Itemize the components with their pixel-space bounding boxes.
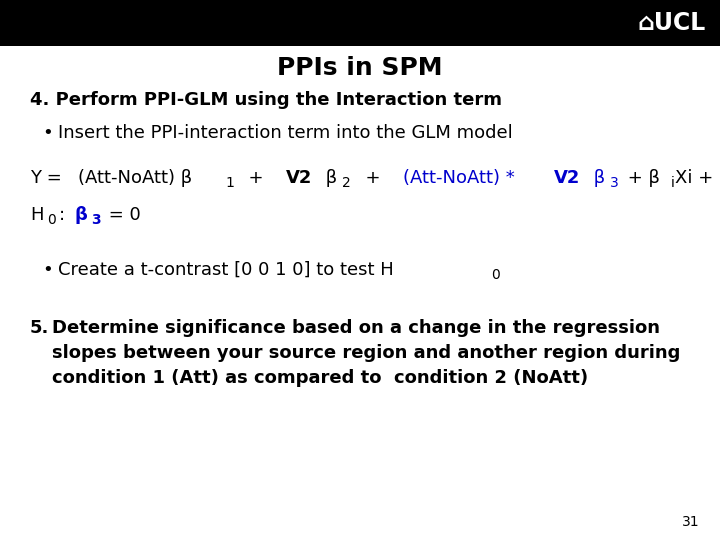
Text: +: + [354,169,392,187]
Text: V2: V2 [554,169,580,187]
Text: (Att-NoAtt) *: (Att-NoAtt) * [402,169,520,187]
Text: V2: V2 [286,169,312,187]
Text: slopes between your source region and another region during: slopes between your source region and an… [52,344,680,362]
Text: 5.: 5. [30,319,50,337]
Text: i: i [670,176,675,190]
Text: •: • [42,261,53,279]
Text: condition 1 (Att) as compared to  condition 2 (NoAtt): condition 1 (Att) as compared to conditi… [52,369,588,387]
Text: β: β [74,206,87,224]
Text: Xi + e: Xi + e [675,169,720,187]
Text: Insert the PPI-interaction term into the GLM model: Insert the PPI-interaction term into the… [58,124,513,142]
Text: Determine significance based on a change in the regression: Determine significance based on a change… [52,319,660,337]
Text: 3: 3 [91,213,100,227]
Text: β: β [588,169,606,187]
Text: + β: + β [621,169,660,187]
Text: Create a t-contrast [0 0 1 0] to test H: Create a t-contrast [0 0 1 0] to test H [58,261,394,279]
Text: 1: 1 [225,176,235,190]
Text: •: • [42,124,53,142]
Text: PPIs in SPM: PPIs in SPM [277,56,443,80]
Text: Y =: Y = [30,169,68,187]
Text: 31: 31 [683,515,700,529]
Bar [0,0,720,46]
Text: :: : [59,206,71,224]
Text: = 0: = 0 [103,206,141,224]
Text: 0: 0 [48,213,56,227]
Text: 4. Perform PPI-GLM using the Interaction term: 4. Perform PPI-GLM using the Interaction… [30,91,502,109]
Text: H: H [30,206,43,224]
Text: (Att-NoAtt) β: (Att-NoAtt) β [78,169,192,187]
Text: 0: 0 [491,268,500,282]
Text: β: β [320,169,337,187]
Text: ⌂UCL: ⌂UCL [638,11,706,35]
Text: 2: 2 [342,176,351,190]
Text: 3: 3 [611,176,619,190]
Text: +: + [237,169,275,187]
